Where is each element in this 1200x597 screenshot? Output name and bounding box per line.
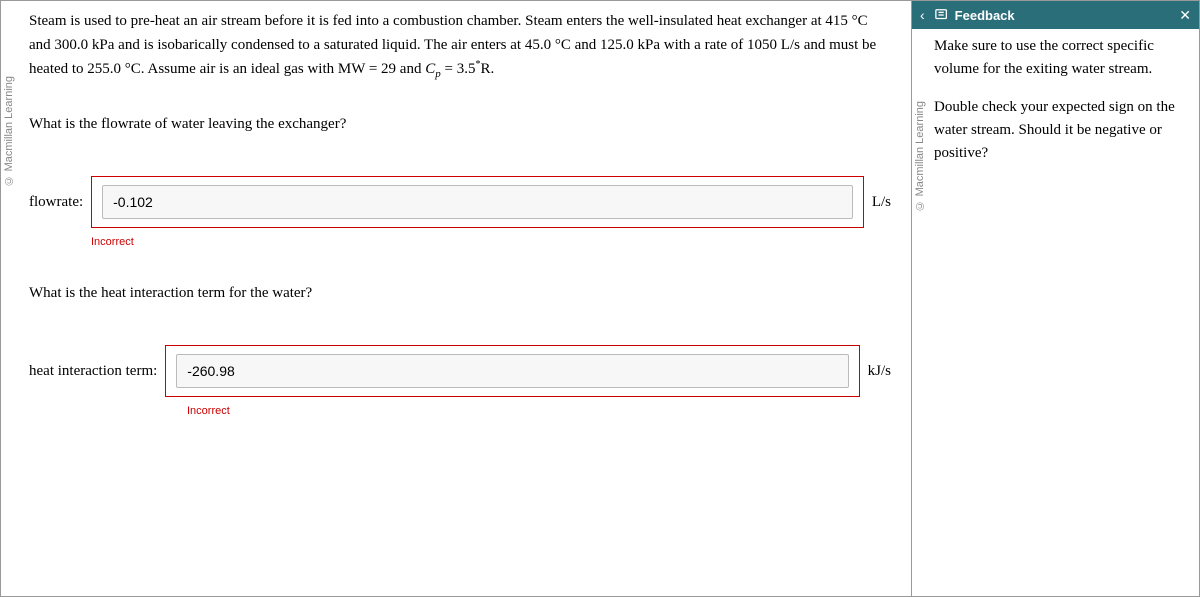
flowrate-answer-box xyxy=(91,176,864,228)
copyright-text: © Macmillan Learning xyxy=(3,76,15,186)
flowrate-status: Incorrect xyxy=(91,234,891,252)
heat-unit: kJ/s xyxy=(868,359,891,383)
copyright-text-right: © Macmillan Learning xyxy=(914,101,926,211)
cp-variable: Cp xyxy=(425,61,441,77)
back-icon[interactable]: ‹ xyxy=(920,7,925,23)
feedback-body: Make sure to use the correct specific vo… xyxy=(912,29,1199,189)
feedback-panel: ‹ Feedback ✕ © Macmillan Learning Make s… xyxy=(912,0,1200,597)
feedback-icon xyxy=(935,8,949,22)
cp-c: C xyxy=(425,61,435,77)
heat-input[interactable] xyxy=(176,354,848,388)
question-2-text: What is the heat interaction term for th… xyxy=(29,281,891,305)
close-icon[interactable]: ✕ xyxy=(1179,7,1191,24)
flowrate-unit: L/s xyxy=(872,190,891,214)
heat-answer-box xyxy=(165,345,859,397)
feedback-header: ‹ Feedback ✕ xyxy=(912,1,1199,29)
heat-status: Incorrect xyxy=(187,403,891,421)
answer-group-1: flowrate: L/s Incorrect xyxy=(29,176,891,252)
problem-statement: Steam is used to pre-heat an air stream … xyxy=(29,9,891,84)
question-panel: © Macmillan Learning Steam is used to pr… xyxy=(0,0,912,597)
feedback-title: Feedback xyxy=(955,8,1015,23)
question-1-text: What is the flowrate of water leaving th… xyxy=(29,112,891,136)
flowrate-label: flowrate: xyxy=(29,190,83,214)
content-area: Steam is used to pre-heat an air stream … xyxy=(1,1,911,451)
flowrate-input[interactable] xyxy=(102,185,853,219)
problem-text-2: = 3.5 xyxy=(441,61,476,77)
answer-group-2: heat interaction term: kJ/s Incorrect xyxy=(29,345,891,421)
feedback-hint-1: Make sure to use the correct specific vo… xyxy=(934,35,1189,82)
problem-text-3: R. xyxy=(480,61,494,77)
feedback-hint-2: Double check your expected sign on the w… xyxy=(934,96,1189,166)
heat-label: heat interaction term: xyxy=(29,359,157,383)
